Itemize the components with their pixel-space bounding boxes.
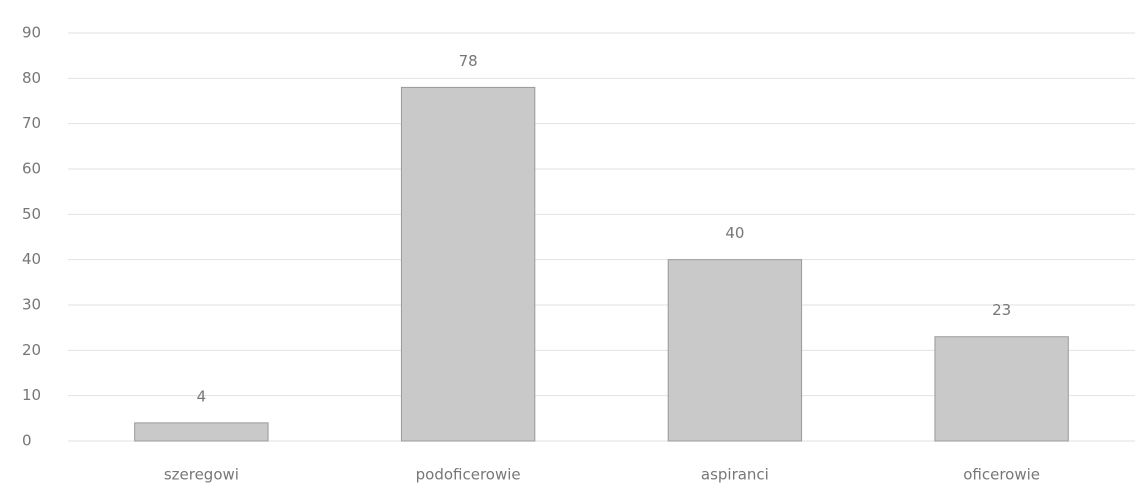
bar (134, 422, 269, 442)
bar (400, 86, 536, 442)
value-label: 4 (197, 387, 207, 405)
y-tick-label: 60 (22, 160, 41, 178)
x-tick-label: oficerowie (963, 466, 1040, 484)
value-label: 78 (459, 52, 478, 70)
x-tick-label: podoficerowie (416, 466, 521, 484)
y-tick-label: 30 (22, 296, 41, 314)
bar (667, 259, 803, 442)
y-tick-label: 70 (22, 114, 41, 132)
y-tick-label: 90 (22, 24, 41, 42)
bar (934, 336, 1069, 442)
value-label: 40 (725, 224, 744, 242)
y-tick-label: 0 (22, 432, 32, 450)
value-label: 23 (992, 301, 1011, 319)
x-tick-label: aspiranci (701, 466, 769, 484)
y-tick-label: 50 (22, 205, 41, 223)
y-tick-label: 40 (22, 250, 41, 268)
y-tick-label: 80 (22, 69, 41, 87)
x-tick-label: szeregowi (164, 466, 239, 484)
y-tick-label: 10 (22, 386, 41, 404)
y-tick-label: 20 (22, 341, 41, 359)
